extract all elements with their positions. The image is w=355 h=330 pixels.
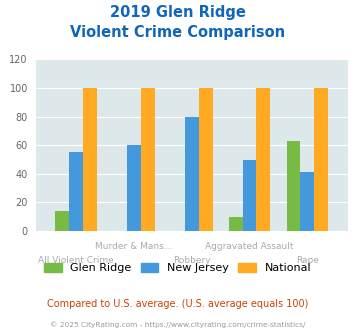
Bar <box>314 88 328 231</box>
Bar <box>242 159 257 231</box>
Text: Rape: Rape <box>296 256 319 265</box>
Legend: Glen Ridge, New Jersey, National: Glen Ridge, New Jersey, National <box>44 263 311 273</box>
Bar <box>257 88 271 231</box>
Text: Aggravated Assault: Aggravated Assault <box>205 242 294 251</box>
Text: © 2025 CityRating.com - https://www.cityrating.com/crime-statistics/: © 2025 CityRating.com - https://www.city… <box>50 322 305 328</box>
Bar <box>69 152 83 231</box>
Bar <box>55 211 69 231</box>
Bar <box>286 141 300 231</box>
Bar <box>300 172 314 231</box>
Bar <box>185 116 199 231</box>
Bar <box>199 88 213 231</box>
Bar <box>141 88 155 231</box>
Text: All Violent Crime: All Violent Crime <box>38 256 114 265</box>
Text: Violent Crime Comparison: Violent Crime Comparison <box>70 25 285 40</box>
Bar <box>127 145 141 231</box>
Text: Robbery: Robbery <box>173 256 211 265</box>
Text: Compared to U.S. average. (U.S. average equals 100): Compared to U.S. average. (U.S. average … <box>47 299 308 309</box>
Bar <box>229 217 242 231</box>
Bar <box>83 88 97 231</box>
Text: Murder & Mans...: Murder & Mans... <box>95 242 173 251</box>
Text: 2019 Glen Ridge: 2019 Glen Ridge <box>110 5 245 20</box>
